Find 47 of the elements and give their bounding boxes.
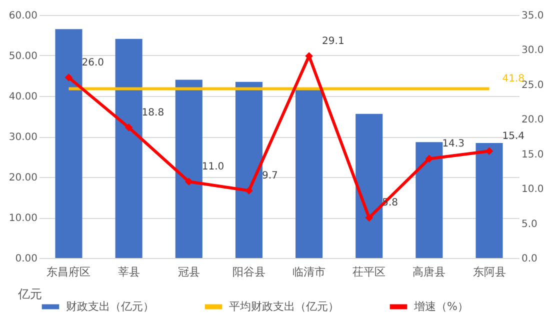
y2-tick-label: 10.0 (522, 184, 544, 196)
data-label: 29.1 (322, 36, 344, 47)
bar (115, 38, 142, 258)
data-label: 26.0 (82, 57, 104, 68)
bar (476, 142, 503, 258)
x-tick-label: 茌平区 (352, 266, 386, 278)
y-tick-label: 20.00 (8, 172, 38, 184)
data-label: 9.7 (262, 170, 278, 182)
y-tick-label: 0.00 (15, 254, 38, 264)
y2-tick-label: 0.0 (522, 254, 538, 264)
point (365, 214, 373, 222)
point (64, 74, 73, 82)
bar (175, 80, 202, 258)
x-tick-label: 阳谷县 (232, 266, 266, 278)
bar (235, 82, 262, 258)
y2-tick-label: 20.0 (522, 114, 544, 126)
x-tick-label: 东阿县 (472, 266, 506, 278)
point (425, 154, 434, 163)
legend-label: 增速（%） (413, 300, 468, 313)
y2-tick-label: 15.0 (522, 149, 544, 160)
bar (356, 114, 383, 258)
y-tick-label: 40.00 (8, 92, 38, 102)
bar (416, 142, 443, 258)
point (185, 178, 193, 186)
x-tick-label: 东昌府区 (46, 266, 91, 278)
y-tick-label: 50.00 (8, 51, 38, 62)
y2-tick-label: 5.0 (522, 218, 538, 230)
legend-label: 财政支出（亿元） (66, 300, 154, 313)
data-label: 14.3 (442, 138, 464, 150)
x-tick-label: 临清市 (292, 266, 326, 278)
bar (296, 90, 323, 258)
x-tick-label: 冠县 (178, 266, 200, 278)
y2-tick-label: 30.0 (522, 45, 544, 56)
y2-tick-label: 35.0 (522, 10, 544, 22)
data-label: 11.0 (202, 162, 224, 173)
y-tick-label: 10.00 (8, 213, 38, 224)
y-tick-label: 60.00 (8, 10, 38, 22)
bar (55, 29, 82, 258)
x-tick-label: 高唐县 (412, 266, 446, 278)
data-label: 15.4 (502, 131, 525, 142)
point (245, 186, 253, 195)
y-tick-label: 30.00 (8, 132, 38, 143)
legend-label: 平均财政支出（亿元） (229, 300, 339, 313)
data-label: 18.8 (142, 107, 164, 118)
x-tick-label: 莘县 (118, 266, 140, 278)
point (124, 124, 133, 132)
text: 亿元 (18, 286, 42, 303)
